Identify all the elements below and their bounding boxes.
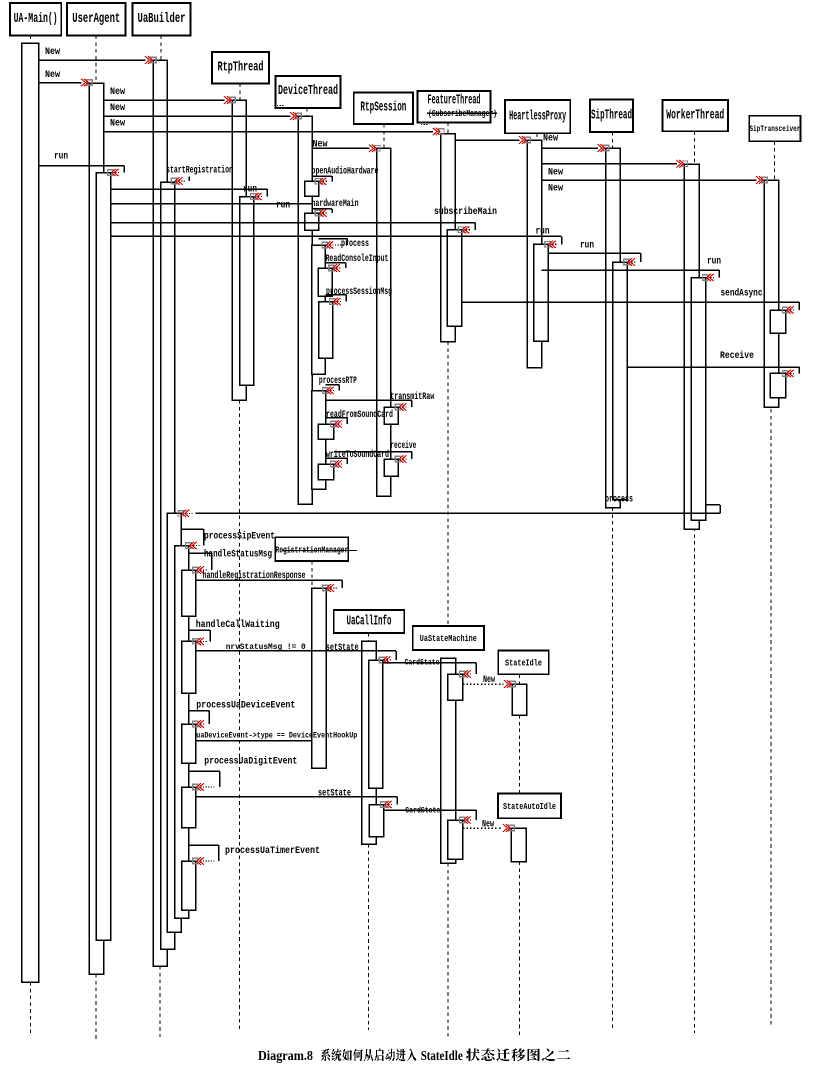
svg-text:processUaDeviceEvent: processUaDeviceEvent (196, 700, 295, 712)
svg-text:Diagram.8: Diagram.8 (258, 1048, 313, 1063)
svg-text:startRegistration: startRegistration (166, 165, 233, 177)
svg-text:transmitRaw: transmitRaw (390, 391, 434, 403)
svg-text:run: run (276, 200, 290, 212)
svg-text:process: process (605, 494, 633, 506)
svg-text:New: New (483, 674, 495, 686)
svg-text:RtpSession: RtpSession (360, 101, 406, 116)
svg-text:readFromSoundCard: readFromSoundCard (326, 409, 393, 421)
svg-text:run: run (707, 256, 721, 268)
svg-text:processRTP: processRTP (319, 375, 357, 387)
svg-text:New: New (110, 86, 126, 98)
svg-text:HeartlessProxy: HeartlessProxy (509, 110, 566, 125)
svg-text:New: New (543, 133, 559, 145)
svg-text:StateAutoIdle: StateAutoIdle (503, 801, 556, 812)
svg-text:New: New (45, 46, 61, 58)
svg-text:UserAgent: UserAgent (72, 12, 120, 27)
svg-text:setState: setState (326, 642, 359, 654)
svg-text:New: New (548, 166, 564, 178)
svg-text:setState: setState (318, 788, 351, 800)
svg-text:New: New (45, 69, 61, 81)
svg-text:New: New (548, 183, 564, 195)
svg-text:run: run (580, 240, 594, 252)
svg-text:SipTransceiver: SipTransceiver (749, 124, 800, 134)
svg-text:New: New (482, 819, 494, 831)
svg-text:processSessionMsg: processSessionMsg (326, 286, 392, 298)
svg-text:uaDeviceEvent->type == DeviceE: uaDeviceEvent->type == DeviceEventHookUp (196, 730, 357, 740)
svg-text:WorkerThread: WorkerThread (666, 109, 724, 124)
svg-text:run: run (54, 151, 68, 163)
svg-text:Receive: Receive (720, 350, 754, 362)
svg-text:(SubscribeManager): (SubscribeManager) (428, 109, 497, 119)
svg-text:process: process (341, 238, 369, 250)
svg-text:StateIdle: StateIdle (505, 658, 542, 669)
svg-text:FeatureThread: FeatureThread (428, 94, 481, 109)
svg-text:processUaTimerEvent: processUaTimerEvent (225, 845, 320, 857)
svg-text:receive: receive (390, 440, 416, 452)
svg-text:processUaDigitEvent: processUaDigitEvent (204, 756, 297, 768)
svg-text:ReadConsoleInput: ReadConsoleInput (326, 253, 389, 265)
svg-text:subscribeMain: subscribeMain (434, 206, 497, 218)
svg-text:New: New (110, 102, 126, 114)
svg-text:handleCallWaiting: handleCallWaiting (196, 619, 280, 631)
svg-text:openAudioHardware: openAudioHardware (312, 166, 379, 178)
svg-text:run: run (243, 184, 257, 196)
svg-text:SipThread: SipThread (591, 109, 632, 124)
svg-text:StateIdle: StateIdle (421, 1048, 463, 1063)
svg-text:writeToSoundCard: writeToSoundCard (326, 449, 389, 461)
svg-text:run: run (536, 226, 550, 238)
svg-text:UaStateMachine: UaStateMachine (420, 633, 477, 644)
svg-text:DeviceThread: DeviceThread (278, 84, 338, 99)
svg-text:hardwareMain: hardwareMain (312, 198, 359, 210)
svg-text:handleRegistrationResponse: handleRegistrationResponse (203, 570, 306, 582)
svg-text:New: New (110, 118, 126, 130)
svg-text:handleStatusMsg: handleStatusMsg (204, 549, 272, 561)
svg-text:New: New (313, 139, 329, 151)
svg-text:RtpThread: RtpThread (218, 61, 264, 76)
svg-text:sendAsync: sendAsync (721, 288, 763, 300)
svg-text:nrvStatusMsg != 0: nrvStatusMsg != 0 (226, 642, 306, 652)
svg-text:UaBuilder: UaBuilder (138, 12, 186, 27)
svg-text:UA-Main(): UA-Main() (14, 12, 58, 27)
svg-text:processSipEvent: processSipEvent (204, 531, 275, 543)
svg-text:UaCallInfo: UaCallInfo (347, 615, 392, 630)
